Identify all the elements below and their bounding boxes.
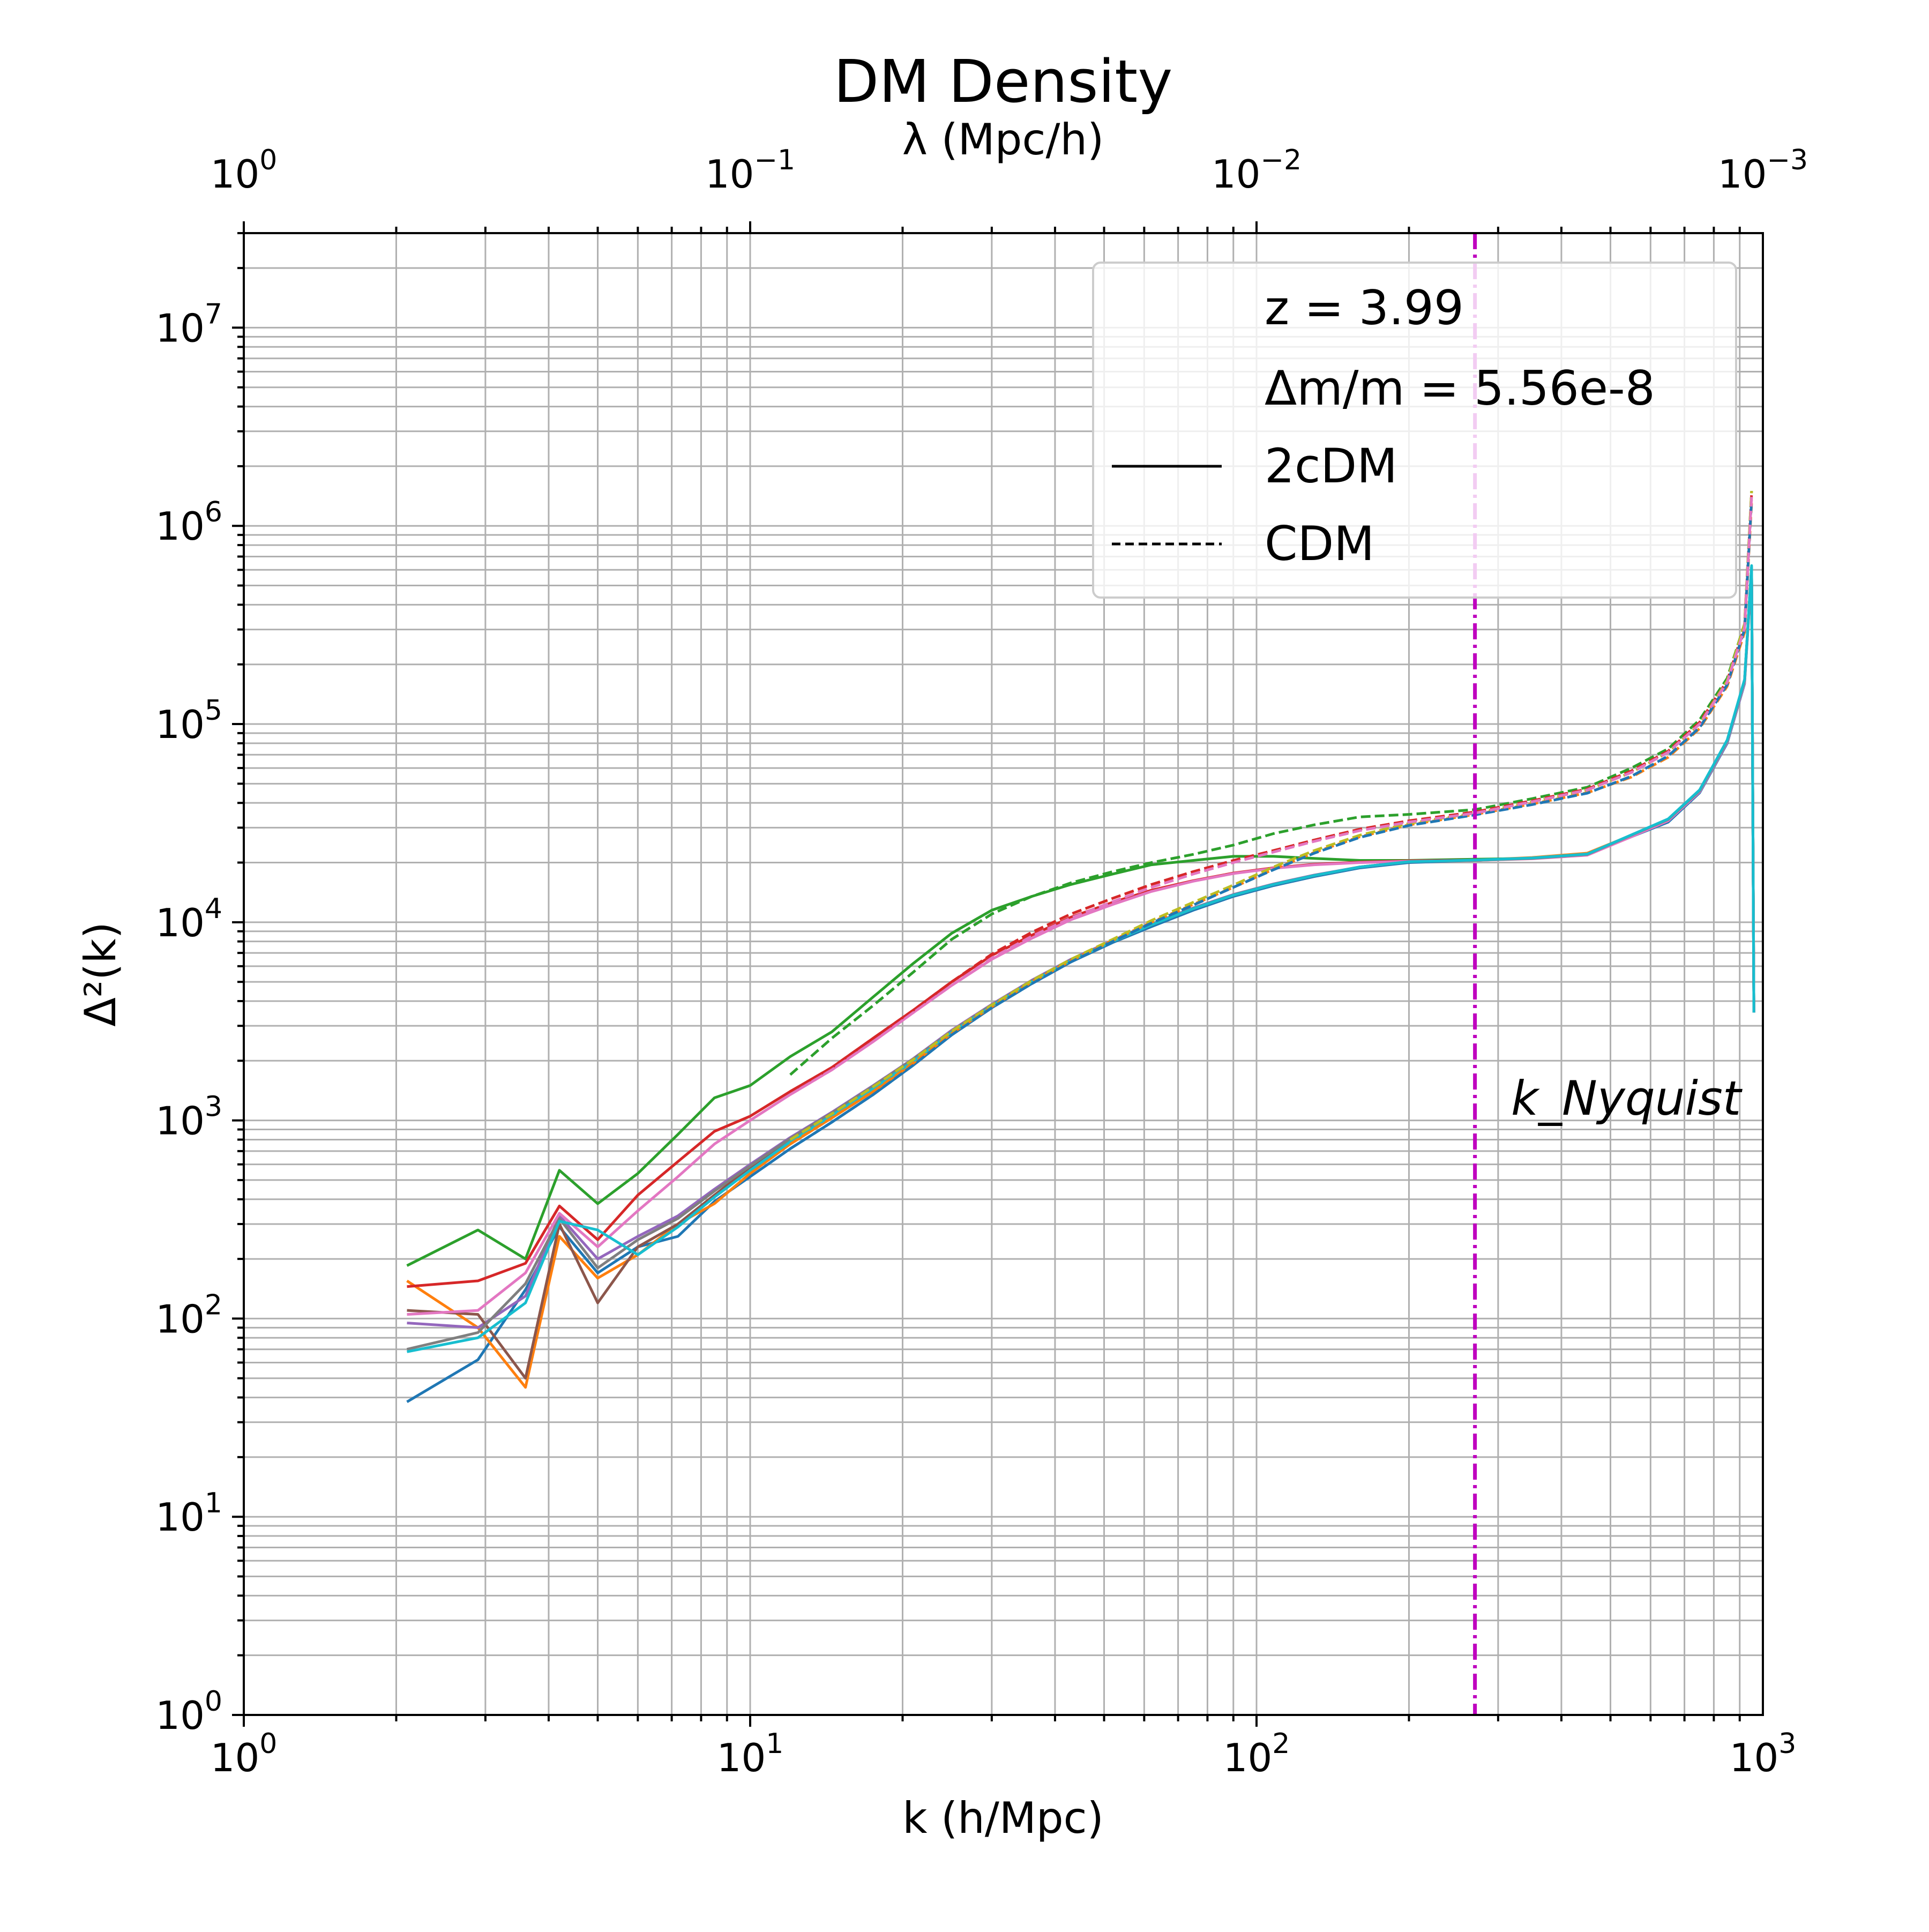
top-x-tick-label: 10−1: [705, 144, 795, 197]
top-x-tick-label: 10−3: [1718, 144, 1808, 197]
y-tick-label: 104: [155, 893, 222, 945]
legend-box: [1092, 262, 1737, 599]
legend: z = 3.99 Δm/m = 5.56e-8 2cDM CDM: [1092, 262, 1737, 599]
top-x-tick-label: 10−2: [1212, 144, 1302, 197]
y-axis-label: Δ²(k): [76, 922, 125, 1027]
chart-title: DM Density: [834, 47, 1173, 116]
legend-entry-2cdm: 2cDM: [1265, 438, 1397, 494]
x-tick-label: 102: [1223, 1728, 1290, 1780]
cdm-series-line: [789, 497, 1753, 1096]
y-tick-label: 105: [155, 695, 222, 747]
twocdm-series-line: [407, 567, 1755, 1316]
series-layer: [406, 490, 1755, 1403]
legend-entry-cdm: CDM: [1265, 516, 1374, 571]
cdm-series-line: [789, 499, 1753, 1150]
legend-entry-mass-splitting: Δm/m = 5.56e-8: [1265, 361, 1655, 416]
x-tick-label: 100: [211, 1728, 278, 1780]
x-tick-label: 101: [717, 1728, 784, 1780]
y-tick-label: 106: [155, 496, 222, 549]
y-tick-label: 101: [155, 1487, 222, 1540]
ticks-layer: 100 101 102 103 100 10−1 10−2 10−3 100 101 102 103 1…: [155, 144, 1808, 1780]
y-tick-label: 107: [155, 298, 222, 350]
x-tick-label: 103: [1730, 1728, 1797, 1780]
y-tick-label: 100: [155, 1685, 222, 1738]
x-axis-label: k (h/Mpc): [902, 1793, 1104, 1843]
plot-frame: [243, 232, 1764, 1716]
legend-entry-redshift: z = 3.99: [1265, 280, 1464, 335]
nyquist-annotation: k_Nyquist: [1511, 1071, 1743, 1126]
grid-layer: [243, 232, 1763, 1716]
cdm-series-line: [789, 490, 1753, 1076]
y-tick-label: 102: [155, 1289, 222, 1341]
top-x-tick-label: 100: [211, 144, 278, 197]
y-tick-label: 103: [155, 1091, 222, 1144]
top-axis-label: λ (Mpc/h): [902, 115, 1104, 165]
